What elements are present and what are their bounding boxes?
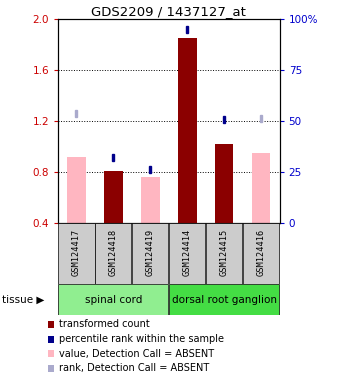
Bar xyxy=(149,166,151,173)
Bar xyxy=(104,170,123,223)
Bar xyxy=(178,38,196,223)
Text: spinal cord: spinal cord xyxy=(85,295,142,305)
Bar xyxy=(169,284,279,315)
Bar xyxy=(113,154,114,161)
Bar xyxy=(58,284,168,315)
Bar xyxy=(223,116,225,123)
Text: transformed count: transformed count xyxy=(59,319,150,329)
Text: GSM124418: GSM124418 xyxy=(109,228,118,276)
Text: GSM124415: GSM124415 xyxy=(220,228,229,276)
Text: rank, Detection Call = ABSENT: rank, Detection Call = ABSENT xyxy=(59,363,209,373)
Bar xyxy=(132,223,168,283)
Bar xyxy=(243,223,279,283)
Bar xyxy=(260,115,262,122)
Text: dorsal root ganglion: dorsal root ganglion xyxy=(172,295,277,305)
Bar xyxy=(58,223,94,283)
Bar xyxy=(206,223,242,283)
Bar xyxy=(186,26,188,33)
Bar xyxy=(215,144,234,223)
Text: tissue ▶: tissue ▶ xyxy=(2,295,44,305)
Text: GSM124416: GSM124416 xyxy=(257,228,266,276)
Bar xyxy=(75,110,77,117)
Text: GSM124419: GSM124419 xyxy=(146,228,155,276)
Text: GSM124417: GSM124417 xyxy=(72,228,81,276)
Bar xyxy=(141,177,160,223)
Text: percentile rank within the sample: percentile rank within the sample xyxy=(59,334,224,344)
Bar xyxy=(252,153,270,223)
Text: value, Detection Call = ABSENT: value, Detection Call = ABSENT xyxy=(59,349,214,359)
Bar xyxy=(169,223,205,283)
Title: GDS2209 / 1437127_at: GDS2209 / 1437127_at xyxy=(91,5,246,18)
Text: GSM124414: GSM124414 xyxy=(183,228,192,276)
Bar xyxy=(95,223,132,283)
Bar xyxy=(67,157,86,223)
